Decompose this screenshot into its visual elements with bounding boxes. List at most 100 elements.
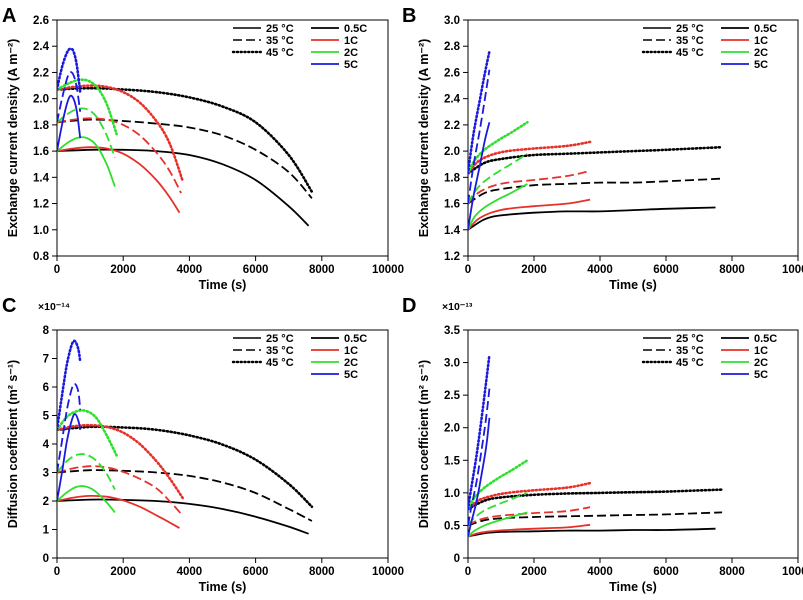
x-axis-label-a: Time (s) [199, 278, 247, 292]
series-line-b-35c-0p5c [468, 177, 723, 205]
y-tick-label-d: 3.5 [444, 325, 461, 337]
y-tick-label-c: 5 [43, 411, 50, 423]
y-tick-label-a: 2.4 [33, 41, 50, 53]
series-group-d [468, 353, 724, 538]
legend-label-c-1c: 1C [344, 345, 358, 357]
x-tick-label-b: 6000 [653, 264, 679, 276]
y-tick-label-d: 0 [454, 553, 460, 565]
series-line-c-45c-0p5c [57, 425, 314, 508]
y-tick-label-b: 2.2 [444, 120, 460, 132]
x-tick-label-b: 0 [465, 264, 471, 276]
series-line-c-25c-1c [57, 494, 180, 529]
legend-label-d-0p5c: 0.5C [754, 333, 777, 345]
series-line-a-45c-0p5c [57, 86, 314, 194]
series-line-d-25c-0p5c [468, 527, 716, 538]
axis-multiplier-c: ×10⁻¹⁴ [38, 301, 70, 313]
y-tick-label-a: 1.8 [33, 120, 50, 132]
y-tick-label-d: 2.0 [444, 423, 460, 435]
series-line-b-35c-5c [468, 69, 491, 204]
x-tick-label-c: 2000 [110, 566, 136, 578]
series-line-c-45c-1c [57, 423, 185, 500]
y-axis-label-a: Exchange current density (A m⁻²) [6, 39, 20, 238]
x-tick-label-d: 4000 [587, 566, 613, 578]
legend-label-b-2c: 2C [754, 47, 768, 59]
panel-letter-a: A [2, 5, 16, 27]
series-line-a-25c-0p5c [57, 148, 310, 227]
y-tick-label-a: 1.6 [33, 146, 49, 158]
legend-label-b-45c: 45 °C [676, 47, 704, 59]
series-line-d-35c-1c [468, 506, 591, 527]
x-tick-label-a: 8000 [309, 264, 335, 276]
y-tick-label-c: 2 [43, 496, 49, 508]
series-line-c-35c-1c [57, 465, 182, 515]
series-line-d-45c-1c [468, 481, 592, 511]
legend-label-d-45c: 45 °C [676, 357, 704, 369]
y-tick-label-b: 1.8 [444, 172, 461, 184]
y-tick-label-b: 1.4 [444, 225, 461, 237]
legend-label-c-25c: 25 °C [266, 333, 294, 345]
series-line-b-25c-0p5c [468, 206, 716, 231]
axis-multiplier-d: ×10⁻¹³ [442, 301, 473, 313]
panel-b: B 0 2000 4000 6000 8000 10000 1.2 1.4 1.6 1.8 2.0 2.… [402, 5, 803, 292]
plot-frame-b [467, 19, 799, 257]
series-line-c-35c-5c [57, 382, 82, 473]
legend-label-b-1c: 1C [754, 35, 768, 47]
series-group-a [57, 47, 314, 227]
x-axis-label-b: Time (s) [609, 278, 657, 292]
y-tick-label-d: 0.5 [444, 520, 461, 532]
y-tick-label-c: 8 [43, 325, 50, 337]
plot-frame-a [56, 19, 389, 257]
series-line-b-25c-5c [468, 122, 491, 230]
y-tick-label-c: 4 [43, 439, 50, 451]
series-line-d-25c-1c [468, 523, 591, 538]
y-tick-label-d: 1.0 [444, 488, 460, 500]
y-tick-label-d: 1.5 [444, 455, 461, 467]
series-line-d-35c-0p5c [468, 511, 723, 527]
y-tick-label-a: 0.8 [33, 251, 50, 263]
legend-label-b-0p5c: 0.5C [754, 23, 777, 35]
legend-label-d-2c: 2C [754, 357, 768, 369]
series-line-d-45c-0p5c [468, 488, 724, 511]
series-line-b-45c-1c [468, 140, 592, 175]
series-line-d-25c-5c [468, 417, 491, 537]
legend-label-a-35c: 35 °C [266, 35, 294, 47]
legend-label-a-2c: 2C [344, 47, 358, 59]
x-tick-label-c: 0 [54, 566, 60, 578]
x-tick-label-c: 10000 [372, 566, 404, 578]
plot-frame-d [467, 329, 799, 559]
series-line-a-35c-0p5c [57, 118, 313, 199]
legend-label-d-35c: 35 °C [676, 345, 704, 357]
legend-label-c-2c: 2C [344, 357, 358, 369]
legend-label-b-5c: 5C [754, 59, 768, 71]
series-line-c-45c-5c [57, 339, 82, 432]
x-tick-label-a: 2000 [110, 264, 136, 276]
x-tick-label-b: 4000 [587, 264, 613, 276]
y-tick-label-c: 6 [43, 382, 49, 394]
panel-letter-d: D [402, 295, 416, 317]
y-tick-label-c: 7 [43, 354, 49, 366]
legend-label-c-5c: 5C [344, 369, 358, 381]
y-tick-label-a: 1.4 [33, 172, 50, 184]
y-tick-label-a: 2.2 [33, 67, 49, 79]
y-tick-label-b: 2.8 [444, 41, 461, 53]
legend-label-a-25c: 25 °C [266, 23, 294, 35]
series-line-b-25c-2c [468, 183, 528, 231]
y-tick-label-c: 0 [43, 553, 49, 565]
y-tick-label-b: 1.2 [444, 251, 460, 263]
panel-c: C ×10⁻¹⁴ 0 2000 4000 6000 8000 10000 0 1 2 3 4 5 6 7 8 Ti… [2, 295, 404, 594]
panel-letter-b: B [402, 5, 416, 27]
x-tick-label-a: 0 [54, 264, 60, 276]
series-line-b-25c-1c [468, 198, 591, 231]
x-tick-label-a: 10000 [372, 264, 404, 276]
y-axis-label-d: Diffusion coefficient (m² s⁻¹) [417, 360, 431, 528]
legend-label-d-1c: 1C [754, 345, 768, 357]
panel-d: D ×10⁻¹³ 0 2000 4000 6000 8000 10000 0 0.5 1.0 1.5 2… [402, 295, 803, 594]
legend-label-a-0p5c: 0.5C [344, 23, 367, 35]
legend-label-c-35c: 35 °C [266, 345, 294, 357]
x-tick-label-c: 6000 [243, 566, 269, 578]
x-tick-label-b: 2000 [521, 264, 547, 276]
y-tick-label-c: 3 [43, 468, 49, 480]
